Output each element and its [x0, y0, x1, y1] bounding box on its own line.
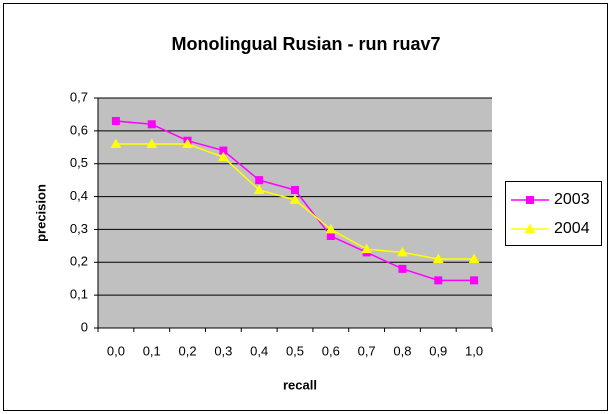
marker — [397, 246, 408, 257]
y-tick-label: 0,7 — [70, 89, 88, 104]
x-tick-label: 0,8 — [393, 343, 411, 358]
x-tick-label: 0,9 — [429, 343, 447, 358]
legend-label: 2004 — [554, 220, 590, 237]
marker — [361, 243, 372, 254]
marker — [255, 176, 264, 185]
marker — [434, 276, 443, 285]
x-tick-label: 0,2 — [179, 343, 197, 358]
marker — [110, 138, 122, 148]
marker — [432, 253, 444, 263]
marker — [470, 276, 479, 285]
marker — [326, 232, 335, 240]
marker — [398, 264, 407, 273]
marker — [468, 253, 480, 263]
x-tick-label: 1,0 — [465, 343, 483, 358]
marker — [182, 138, 193, 148]
marker — [291, 186, 299, 194]
marker — [111, 117, 120, 125]
marker — [147, 120, 156, 129]
marker — [218, 151, 229, 162]
y-tick-label: 0 — [81, 319, 88, 334]
y-tick-label: 0,3 — [70, 221, 88, 236]
marker — [325, 223, 337, 234]
x-tick-label: 0,1 — [143, 343, 161, 358]
y-tick-label: 0,4 — [70, 188, 88, 203]
marker — [146, 138, 158, 148]
chart-title: Monolingual Rusian - run ruav7 — [171, 34, 440, 54]
x-tick-label: 0,4 — [250, 343, 268, 358]
plot-area — [98, 98, 492, 328]
y-tick-label: 0,5 — [70, 155, 88, 170]
y-tick-label: 0,2 — [70, 254, 88, 269]
x-tick-label: 0,5 — [286, 343, 304, 358]
y-tick-label: 0,6 — [70, 122, 88, 137]
marker — [289, 194, 301, 204]
marker — [524, 223, 536, 233]
marker — [253, 184, 265, 194]
legend — [505, 181, 602, 246]
x-axis-label: recall — [283, 377, 317, 392]
legend-label: 2003 — [554, 191, 590, 208]
x-tick-label: 0,3 — [214, 343, 232, 358]
y-axis-label: precision — [33, 184, 48, 242]
x-tick-label: 0,7 — [358, 343, 376, 358]
x-tick-label: 0,6 — [322, 343, 340, 358]
y-tick-label: 0,1 — [70, 287, 88, 302]
marker — [526, 196, 534, 204]
x-tick-label: 0,0 — [107, 343, 125, 358]
